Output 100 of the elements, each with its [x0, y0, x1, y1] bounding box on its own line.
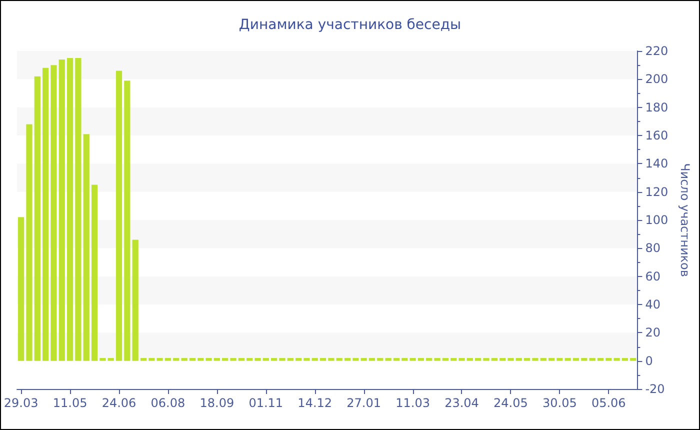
x-tick-label: 29.03	[4, 396, 38, 410]
y-axis-title: Число участников	[678, 163, 692, 277]
bar	[100, 358, 106, 361]
bar	[328, 358, 334, 361]
bar	[352, 358, 359, 361]
bar	[368, 358, 376, 361]
bar	[597, 358, 604, 361]
bar	[116, 70, 122, 361]
bar	[450, 358, 457, 361]
x-tick-label: 24.06	[102, 396, 136, 410]
bar	[344, 358, 351, 361]
y-tick-label: 40	[645, 298, 660, 312]
bar	[238, 358, 244, 361]
bar	[393, 358, 400, 361]
bar	[198, 358, 204, 361]
bar	[230, 358, 236, 361]
bar	[214, 358, 220, 361]
bar	[304, 358, 310, 361]
bar	[622, 358, 628, 361]
bar	[377, 358, 384, 361]
bar	[18, 217, 24, 361]
x-tick-label: 27.01	[346, 396, 381, 410]
bar	[254, 358, 261, 361]
bar	[173, 358, 180, 361]
bar	[418, 358, 424, 361]
y-tick-label: 100	[645, 213, 668, 227]
bar	[181, 358, 188, 361]
bar	[320, 358, 326, 361]
bar	[312, 358, 318, 361]
bar	[548, 358, 555, 361]
bar	[491, 358, 498, 361]
bar	[360, 358, 367, 361]
bar	[132, 240, 138, 361]
bar	[189, 358, 196, 361]
bar	[410, 358, 416, 361]
bar	[385, 358, 392, 361]
x-tick-label: 18.09	[200, 396, 234, 410]
bar	[295, 358, 302, 361]
bar	[606, 358, 612, 361]
bar	[26, 124, 32, 361]
bar	[630, 358, 636, 361]
y-tick-label: 200	[645, 72, 668, 86]
bar	[156, 358, 163, 361]
bar	[614, 358, 620, 361]
bar	[336, 358, 342, 361]
bar	[91, 184, 98, 361]
bar	[532, 358, 538, 361]
bar	[222, 358, 228, 361]
bar	[434, 358, 440, 361]
y-tick-label: 160	[645, 128, 668, 142]
bar	[50, 65, 57, 361]
x-tick-label: 11.03	[396, 396, 430, 410]
bar	[589, 358, 596, 361]
x-tick-label: 23.04	[444, 396, 479, 410]
bar	[58, 59, 65, 361]
bar	[83, 134, 90, 361]
y-tick-label: 220	[645, 44, 668, 58]
bar	[206, 358, 212, 361]
bar	[262, 358, 269, 361]
bar	[458, 358, 465, 361]
y-tick-label: 140	[645, 156, 668, 171]
bar	[66, 58, 74, 361]
bar	[556, 358, 563, 361]
bar	[540, 358, 546, 361]
bar	[140, 358, 147, 361]
bar	[108, 358, 114, 361]
x-tick-label: 11.05	[52, 396, 88, 410]
bar	[516, 358, 522, 361]
bar	[442, 358, 448, 361]
y-tick-label: 80	[645, 241, 660, 256]
bar	[483, 358, 490, 361]
y-tick-label: 120	[645, 184, 668, 199]
bar	[124, 80, 130, 361]
y-tick-label: -20	[645, 382, 665, 396]
chart-title: Динамика участников беседы	[238, 17, 462, 33]
bar	[270, 358, 278, 361]
bar	[75, 58, 82, 361]
y-tick-label: 0	[645, 354, 653, 368]
bar	[279, 358, 286, 361]
bar	[524, 358, 530, 361]
bar	[426, 358, 432, 361]
bar	[475, 358, 482, 361]
bar	[164, 358, 172, 361]
bar	[402, 358, 408, 361]
bar	[246, 358, 253, 361]
bar	[42, 68, 49, 361]
x-tick-label: 24.05	[494, 396, 528, 410]
bar	[287, 358, 294, 361]
bar	[34, 76, 40, 361]
bar	[581, 358, 588, 361]
bar	[572, 358, 580, 361]
y-tick-label: 20	[645, 326, 660, 340]
x-tick-label: 30.05	[542, 396, 577, 410]
bar	[499, 358, 506, 361]
x-tick-label: 01.11	[248, 396, 284, 410]
bar	[148, 358, 155, 361]
bar	[564, 358, 571, 361]
bar	[508, 358, 514, 361]
y-tick-label: 180	[645, 100, 668, 114]
x-tick-label: 14.12	[298, 396, 332, 410]
